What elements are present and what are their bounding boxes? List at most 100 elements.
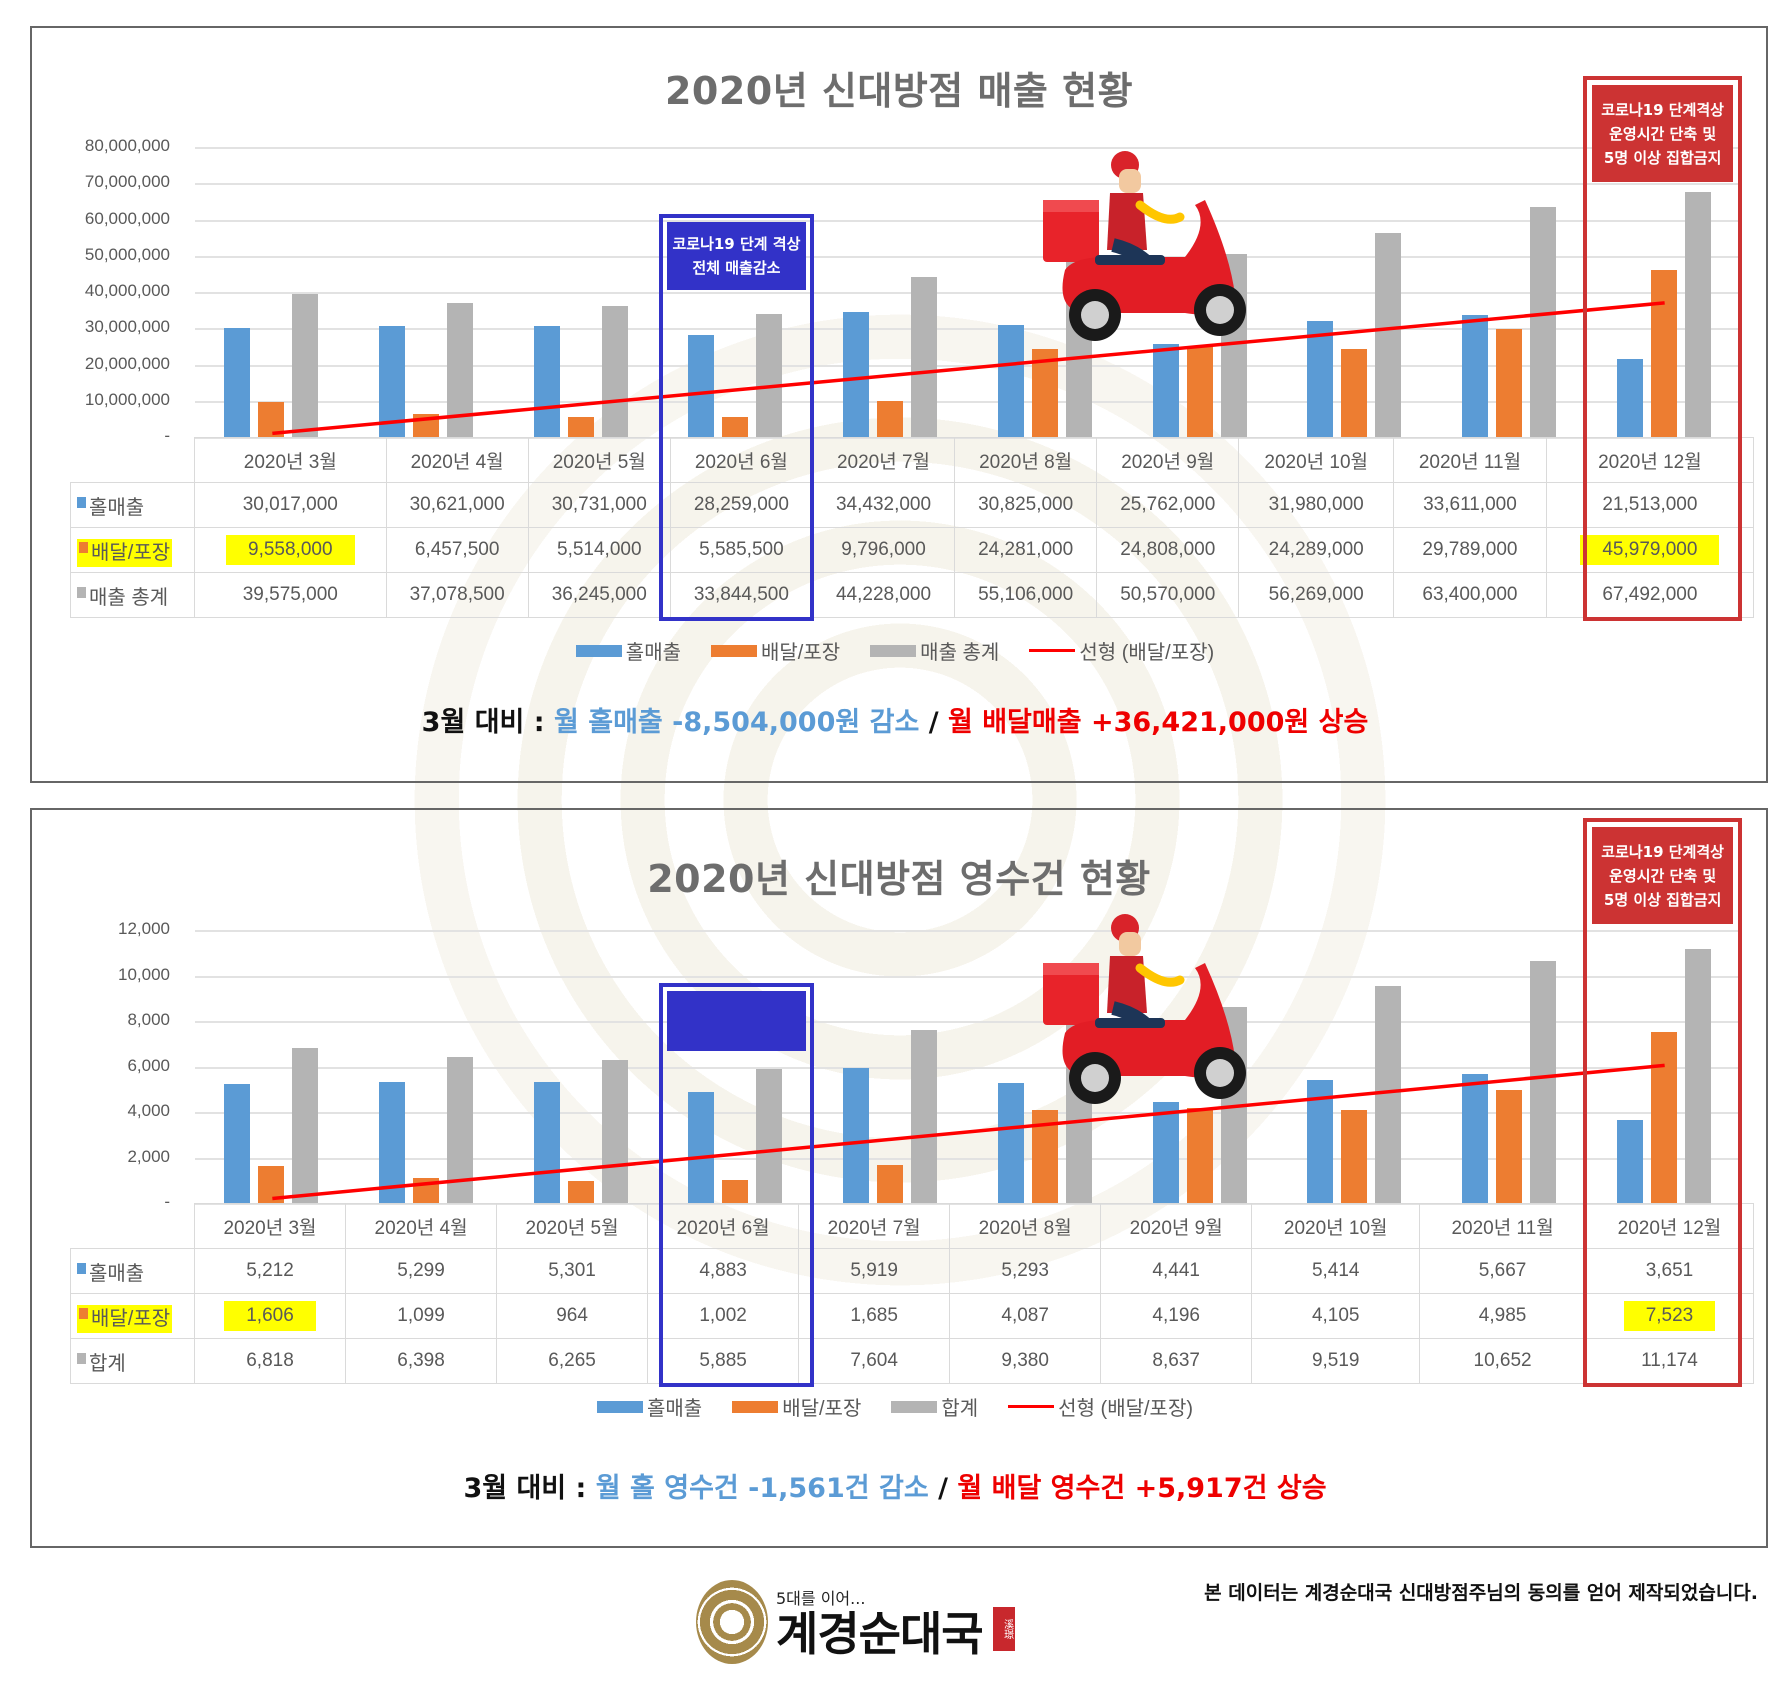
legend-swatch-icon (596, 1400, 643, 1413)
month-header: 2020년 12월 (1584, 1203, 1755, 1249)
y-axis-tick-label: 10,000,000 (84, 389, 170, 409)
legend-item-total: 매출 총계 (870, 636, 999, 665)
cell-value: 5,585,500 (699, 539, 784, 560)
y-axis-tick-label: - (164, 426, 170, 445)
month-header: 2020년 11월 (1419, 1203, 1586, 1249)
chart-legend: 홀매출 배달/포장 매출 총계 선형 (배달/포장) (0, 636, 1790, 665)
cell-value: 34,432,000 (835, 494, 932, 515)
legend-label: 선형 (배달/포장) (1079, 642, 1215, 664)
bar-total (1375, 986, 1402, 1203)
cell-value: 7,604 (850, 1350, 898, 1371)
table-cell: 50,570,000 (1096, 572, 1240, 618)
cell-value: 7,523 (1623, 1301, 1716, 1331)
row-label-text: 매출 총계 (89, 586, 169, 609)
table-cell: 29,789,000 (1393, 527, 1547, 573)
bar-delivery (1650, 270, 1677, 437)
table-cell: 34,432,000 (811, 482, 956, 528)
cell-value: 37,078,500 (409, 584, 505, 605)
delivery-scooter-illustration (1043, 914, 1246, 1104)
bar-delivery (567, 417, 594, 437)
annotation-text: 전체 매출감소 (692, 259, 781, 277)
bar-total (911, 1030, 938, 1203)
summary-delivery: 월 배달매출 +36,421,000원 상승 (947, 707, 1369, 738)
table-cell: 4,087 (949, 1293, 1102, 1339)
y-axis-tick-label: 4,000 (127, 1101, 170, 1120)
bar-hall (533, 325, 560, 437)
bar-hall (688, 334, 715, 437)
month-header: 2020년 10월 (1238, 437, 1395, 483)
table-row-delivery: 배달/포장 1,606 1,099 964 1,002 1,685 4,087 4,196 4,… (70, 1293, 1755, 1339)
cell-value: 31,980,000 (1268, 494, 1364, 515)
receipts-chart-panel: 2020년 신대방점 영수건 현황 (30, 808, 1768, 1548)
annotation-text: 코로나19 단계격상 (1601, 100, 1724, 119)
table-cell: 5,919 (798, 1248, 951, 1294)
table-cell: 36,245,000 (527, 572, 671, 618)
gridline (195, 930, 1742, 932)
bar-total (292, 293, 319, 437)
cell-value: 9,796,000 (841, 539, 926, 560)
table-cell: 44,228,000 (811, 572, 956, 618)
table-row-delivery: 배달/포장 9,558,000 6,457,500 5,514,000 5,585,50… (70, 527, 1755, 573)
table-cell: 9,558,000 (194, 527, 387, 573)
bar-total (601, 305, 628, 437)
row-label: 홀매출 (70, 1248, 195, 1294)
gridline (195, 147, 1742, 149)
table-row-hall: 홀매출 30,017,000 30,621,000 30,731,000 28,259,… (70, 482, 1755, 528)
bar-total (1684, 192, 1711, 437)
bar-delivery (1031, 348, 1058, 437)
summary-hall: 월 홀매출 -8,504,000원 감소 (553, 707, 920, 738)
chart-title: 2020년 신대방점 매출 현황 (664, 69, 1134, 113)
y-axis-tick-label: 6,000 (127, 1055, 170, 1075)
y-axis-tick-label: 20,000,000 (84, 353, 170, 373)
table-cell: 11,174 (1584, 1338, 1755, 1384)
table-cell: 4,441 (1100, 1248, 1253, 1294)
cell-value: 30,017,000 (242, 494, 338, 515)
row-label-wrap: 배달/포장 (77, 538, 173, 567)
table-cell: 5,299 (345, 1248, 498, 1294)
bar-total (601, 1060, 628, 1203)
legend-swatch-icon (79, 541, 88, 553)
row-label-text: 배달/포장 (91, 541, 171, 564)
table-cell: 37,078,500 (385, 572, 529, 618)
legend-label: 매출 총계 (920, 642, 1000, 664)
cell-value: 39,575,000 (242, 584, 338, 605)
y-axis-tick-label: 60,000,000 (84, 208, 170, 228)
annotation-text: 5명 이상 집합금지 (1603, 148, 1722, 167)
y-axis-tick-label: 30,000,000 (84, 317, 170, 337)
table-cell: 9,380 (949, 1338, 1102, 1384)
table-cell: 8,637 (1100, 1338, 1253, 1384)
month-header: 2020년 3월 (193, 1203, 347, 1249)
cell-value: 30,825,000 (978, 494, 1074, 515)
annotation-label-june (667, 991, 806, 1051)
bar-hall (997, 325, 1024, 437)
annotation-text: 5명 이상 집합금지 (1603, 890, 1722, 909)
bar-hall (1461, 315, 1488, 437)
gridline (195, 975, 1742, 978)
cell-value: 5,414 (1311, 1260, 1360, 1281)
disclaimer-text: 본 데이터는 계경순대국 신대방점주님의 동의를 얻어 제작되었습니다. (1204, 1582, 1758, 1604)
cell-value: 11,174 (1641, 1350, 1698, 1371)
row-label-text: 홀매출 (89, 1262, 145, 1285)
bar-hall (224, 1084, 251, 1203)
delivery-scooter-illustration (1043, 151, 1246, 341)
cell-value: 5,514,000 (557, 539, 642, 560)
cell-value: 55,106,000 (978, 584, 1074, 605)
cell-value: 5,293 (1001, 1260, 1049, 1281)
bar-delivery (567, 1181, 594, 1203)
table-cell: 5,414 (1251, 1248, 1421, 1294)
y-axis-tick-label: 2,000 (127, 1146, 170, 1166)
table-cell: 1,606 (193, 1293, 347, 1339)
legend-item-hall: 홀매출 (596, 1392, 702, 1421)
month-header: 2020년 7월 (798, 1203, 951, 1249)
table-row-total: 합계 6,818 6,398 6,265 5,885 7,604 9,380 8,637 9,5… (70, 1338, 1755, 1384)
bar-hall (1461, 1074, 1488, 1203)
table-cell: 4,105 (1251, 1293, 1421, 1339)
bar-total (756, 1069, 783, 1203)
table-cell: 5,514,000 (527, 527, 671, 573)
table-cell: 67,492,000 (1545, 572, 1755, 618)
month-header: 2020년 10월 (1251, 1203, 1421, 1249)
table-cell: 28,259,000 (669, 482, 813, 528)
table-row-hall: 홀매출 5,212 5,299 5,301 4,883 5,919 5,293 4,441 5,… (70, 1248, 1755, 1294)
bar-hall (997, 1082, 1024, 1203)
table-cell: 55,106,000 (954, 572, 1098, 618)
